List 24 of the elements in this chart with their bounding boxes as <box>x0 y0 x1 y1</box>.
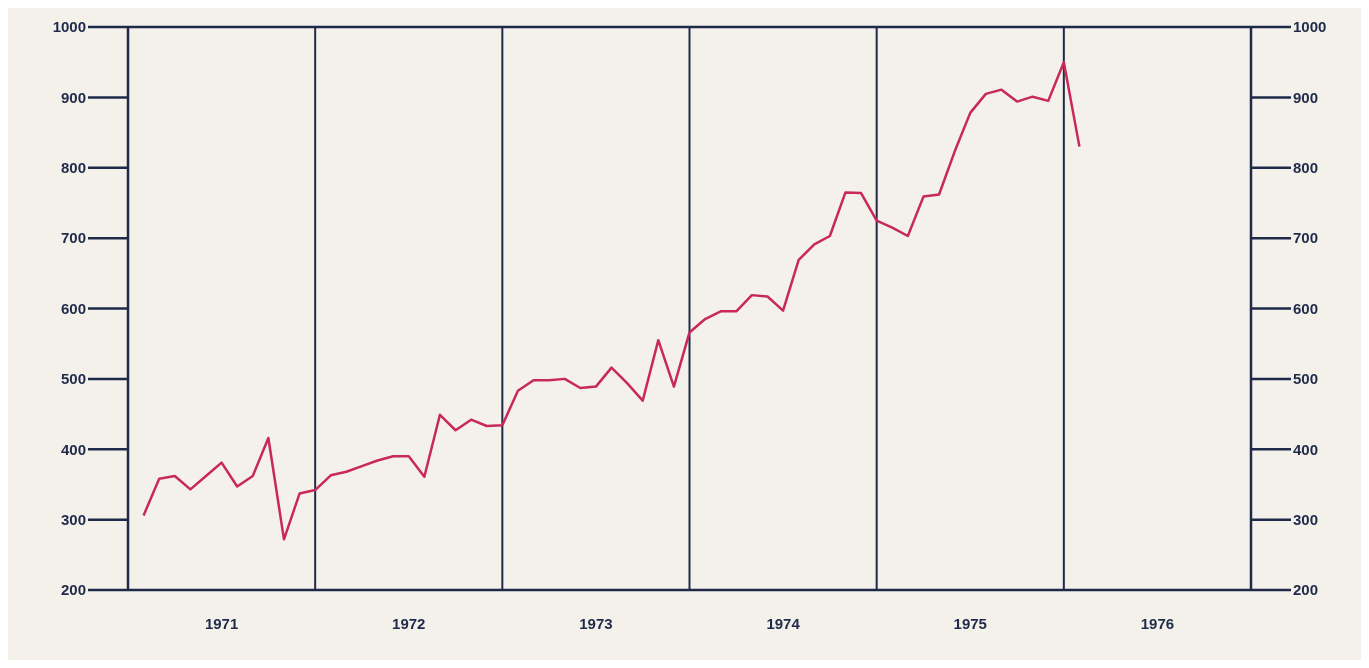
y2-tick-label: 500 <box>1293 370 1319 388</box>
y-tick-label: 800 <box>60 159 86 177</box>
y-tick-label: 600 <box>60 299 86 317</box>
y2-tick-label: 900 <box>1293 88 1319 106</box>
x-tick-label: 1972 <box>392 614 426 632</box>
y2-tick-label: 1000 <box>1293 18 1327 36</box>
y-tick-label: 500 <box>60 370 86 388</box>
y2-tick-label: 400 <box>1293 440 1319 458</box>
y-tick-label: 1000 <box>52 18 86 36</box>
x-tick-label: 1971 <box>204 614 239 632</box>
y-tick-label: 400 <box>60 440 86 458</box>
y-tick-label: 900 <box>60 88 86 106</box>
x-tick-label: 1975 <box>953 614 987 632</box>
y-tick-label: 200 <box>60 581 86 599</box>
y2-tick-label: 300 <box>1293 510 1319 528</box>
y2-tick-label: 700 <box>1293 229 1319 247</box>
x-tick-label: 1974 <box>766 614 801 632</box>
y2-tick-label: 600 <box>1293 299 1319 317</box>
y2-tick-label: 200 <box>1293 581 1319 599</box>
y2-tick-label: 800 <box>1293 159 1319 177</box>
x-tick-label: 1976 <box>1140 614 1175 632</box>
y-tick-label: 300 <box>60 510 86 528</box>
y-tick-label: 700 <box>60 229 86 247</box>
x-tick-label: 1973 <box>579 614 613 632</box>
